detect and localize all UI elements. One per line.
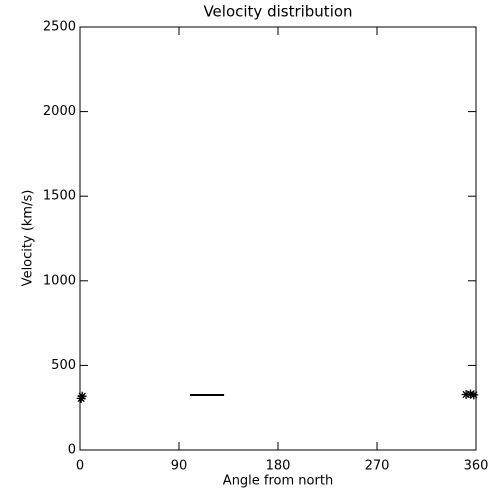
y-tick-label: 2500 (43, 20, 76, 35)
asterisk-point (469, 390, 479, 400)
y-tick-label: 0 (68, 443, 76, 458)
y-tick-label: 500 (51, 358, 76, 373)
asterisk-point (466, 389, 475, 399)
x-tick-label: 90 (171, 459, 188, 474)
y-tick-label: 1000 (43, 273, 76, 288)
y-axis-label: Velocity (km/s) (21, 190, 36, 287)
asterisk-point (76, 393, 86, 403)
x-axis-label: Angle from north (223, 474, 333, 489)
x-tick-label: 270 (365, 459, 390, 474)
x-tick-label: 0 (76, 459, 84, 474)
chart-title: Velocity distribution (203, 3, 352, 21)
asterisk-point (77, 391, 87, 401)
x-tick-label: 180 (266, 459, 291, 474)
x-tick-label: 360 (464, 459, 489, 474)
y-tick-label: 2000 (43, 104, 76, 119)
y-tick-label: 1500 (43, 189, 76, 204)
plot-frame (79, 26, 477, 451)
